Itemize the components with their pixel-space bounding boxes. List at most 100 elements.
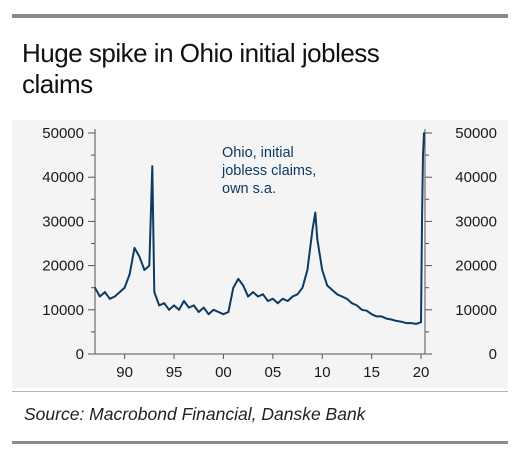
series-point [400, 320, 403, 323]
series-point [296, 293, 299, 296]
series-point [314, 211, 317, 214]
series-point [252, 291, 255, 293]
series-point [301, 286, 304, 289]
series-point [212, 308, 215, 311]
series-point [202, 306, 205, 309]
chart-title: Huge spike in Ohio initial jobless claim… [22, 38, 502, 100]
x-tick-label: 10 [314, 364, 331, 381]
series-point [385, 317, 388, 320]
series-point [271, 297, 274, 300]
series-point [237, 278, 240, 280]
chart-title-line2: claims [22, 69, 93, 99]
annotation-line: Ohio, initial [222, 145, 294, 161]
series-point [262, 293, 264, 296]
series-point [173, 304, 175, 307]
series-point [148, 264, 151, 267]
series-point [380, 315, 383, 318]
series-point [242, 284, 245, 287]
series-point [133, 247, 136, 249]
series-layer [94, 132, 425, 325]
series-point [113, 295, 116, 298]
series-point [410, 322, 413, 324]
series-point [421, 220, 423, 223]
series-point [183, 300, 185, 302]
series-point [128, 273, 131, 276]
series-point [163, 302, 166, 305]
series-point [281, 297, 284, 300]
series-point [355, 304, 358, 307]
annotation: Ohio, initial jobless claims, own s.a. [221, 145, 316, 197]
series-point [123, 286, 126, 289]
x-tick-label: 90 [116, 364, 133, 381]
series-point [99, 295, 101, 298]
series-point [346, 297, 348, 300]
chart-title-line1: Huge spike in Ohio initial jobless [22, 38, 380, 68]
series-point [143, 269, 146, 271]
series-point [326, 284, 329, 287]
series-point [306, 269, 309, 271]
series-point [390, 318, 393, 321]
series-point [341, 295, 343, 298]
y-tick-label-right: 20000 [455, 258, 497, 275]
series-point [217, 311, 220, 313]
series-point [420, 321, 422, 324]
series-point [151, 165, 154, 168]
series-point [316, 238, 319, 241]
y-tick-label-left: 30000 [42, 213, 84, 230]
series-point [422, 154, 424, 157]
series-point [286, 300, 289, 302]
series-point [311, 229, 314, 232]
series-point [370, 313, 373, 316]
series-point [104, 291, 106, 293]
x-tick-label: 15 [363, 364, 380, 381]
x-tick-label: 20 [413, 364, 430, 381]
y-tick-label-left: 0 [76, 346, 84, 363]
source-note: Source: Macrobond Financial, Danske Bank [24, 404, 366, 424]
series-point [108, 297, 111, 300]
series-point [138, 255, 141, 258]
series-point [360, 308, 363, 311]
series-point [276, 302, 279, 305]
series-point [291, 295, 294, 298]
bottom-rule [12, 441, 508, 444]
series-point [168, 308, 171, 311]
y-tick-label-right: 0 [489, 346, 497, 363]
series-point [415, 323, 417, 325]
series-point [331, 289, 333, 291]
series-point [267, 300, 269, 302]
y-tick-label-left: 40000 [42, 169, 84, 186]
series-point [247, 295, 250, 298]
y-tick-label-left: 50000 [42, 125, 84, 142]
y-tick-label-right: 30000 [455, 213, 497, 230]
source-divider [12, 391, 508, 392]
top-rule [12, 14, 508, 18]
series-point [375, 315, 378, 318]
series-point [321, 269, 324, 271]
series-point [365, 309, 368, 312]
series-point [423, 132, 425, 134]
x-tick-label: 05 [265, 364, 282, 381]
y-tick-label-right: 40000 [455, 169, 497, 186]
series-point [158, 304, 161, 307]
y-tick-label-left: 20000 [42, 258, 84, 275]
series-point [227, 311, 230, 313]
series-point [207, 313, 210, 316]
series-point [395, 320, 398, 322]
y-tick-label-left: 10000 [42, 302, 84, 319]
series-point [118, 291, 121, 293]
x-tick-label: 95 [166, 364, 183, 381]
series-point [197, 311, 200, 313]
series-line [94, 132, 425, 325]
series-point [405, 322, 408, 324]
y-tick-label-right: 10000 [455, 302, 497, 319]
series-point [336, 293, 338, 296]
annotation-line: jobless claims, [221, 163, 316, 179]
series-point [178, 308, 180, 311]
series-point [257, 295, 259, 298]
series-point [153, 291, 156, 293]
series-point [232, 286, 235, 289]
series-point [192, 304, 195, 307]
axes: 0 0 10000 10000 20000 20000 30000 30000 40000 400… [42, 125, 497, 381]
series-point [222, 313, 225, 316]
